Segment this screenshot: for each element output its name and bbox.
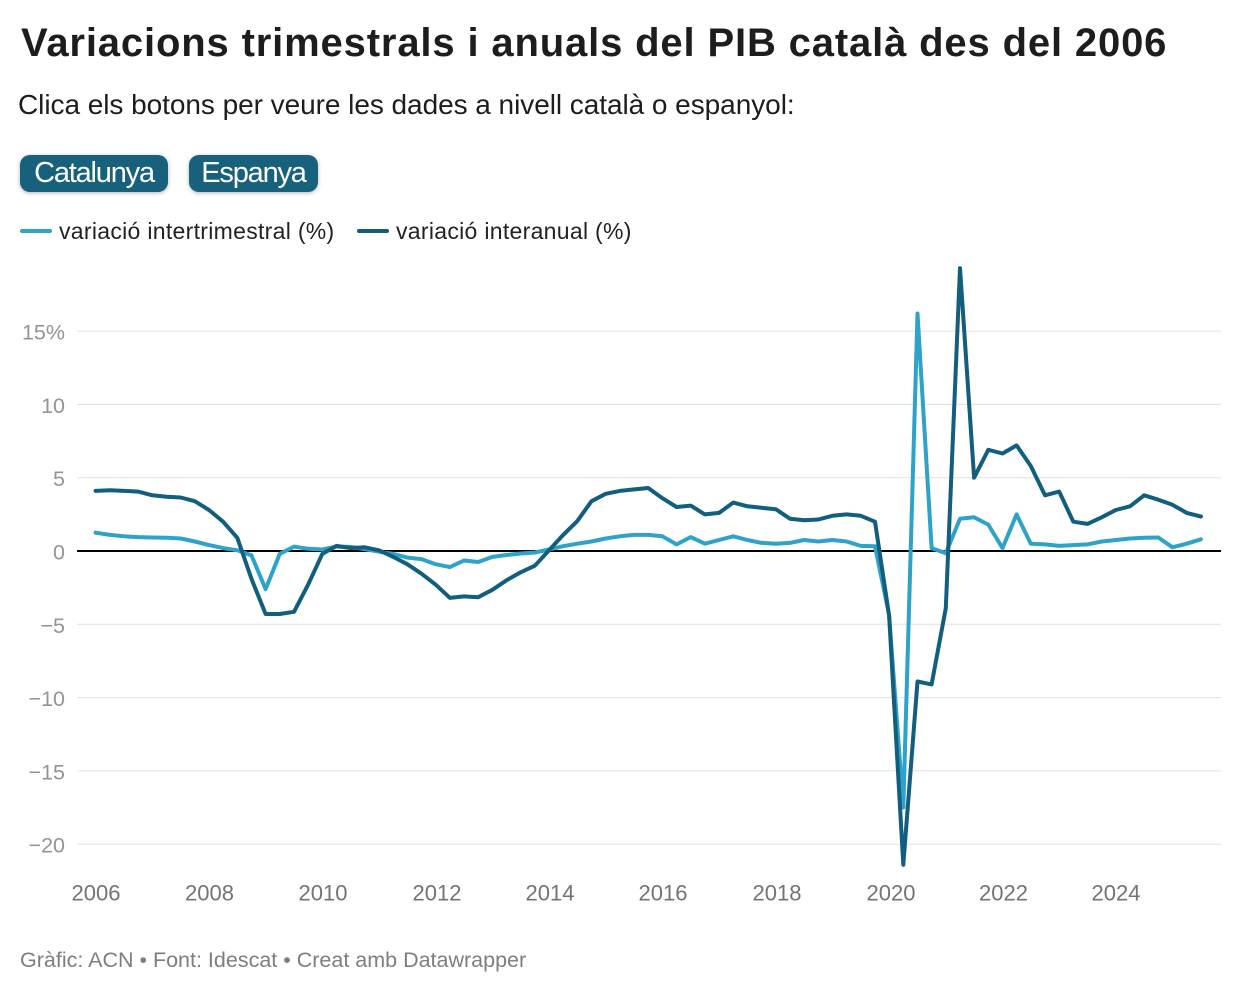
svg-text:2010: 2010 [299, 881, 348, 906]
svg-text:2022: 2022 [979, 881, 1028, 906]
svg-text:2006: 2006 [72, 881, 121, 906]
svg-text:2014: 2014 [526, 881, 575, 906]
svg-text:2020: 2020 [867, 881, 916, 906]
svg-text:−5: −5 [40, 614, 65, 638]
svg-text:−15: −15 [29, 760, 66, 784]
svg-text:10: 10 [41, 394, 65, 418]
svg-text:2018: 2018 [753, 881, 802, 906]
svg-text:2016: 2016 [639, 881, 688, 906]
svg-text:2024: 2024 [1092, 881, 1141, 906]
svg-text:Gràfic: ACN • Font: Idescat •: Gràfic: ACN • Font: Idescat • Creat amb … [20, 948, 526, 972]
svg-text:0: 0 [53, 541, 65, 565]
svg-text:2012: 2012 [413, 881, 462, 906]
svg-text:2008: 2008 [185, 881, 234, 906]
svg-text:−10: −10 [29, 687, 66, 711]
svg-text:5: 5 [53, 467, 65, 491]
svg-text:15%: 15% [22, 321, 65, 345]
svg-text:−20: −20 [29, 834, 66, 858]
